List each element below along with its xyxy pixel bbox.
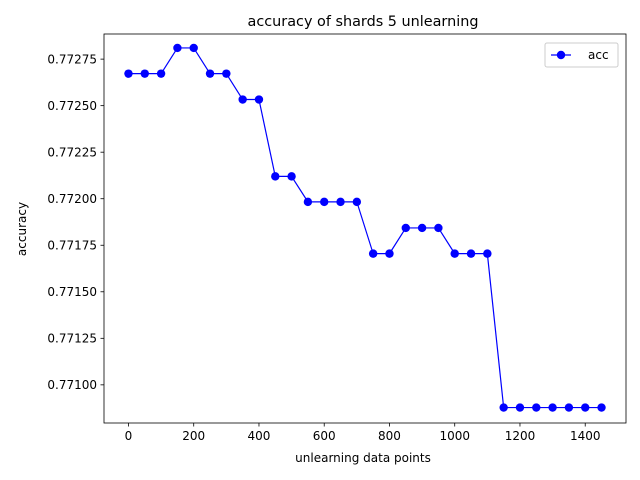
legend: acc	[544, 42, 619, 68]
data-point	[238, 95, 247, 104]
data-point	[368, 249, 378, 258]
data-point	[450, 249, 459, 258]
x-tick-label: 1000	[439, 429, 470, 443]
data-point	[205, 69, 215, 78]
x-axis-ticks: 0 200 400 600 800 1000 1200 1400	[125, 423, 601, 443]
data-point	[385, 249, 394, 258]
data-point	[124, 69, 133, 78]
data-point	[271, 172, 280, 181]
series-layer	[124, 43, 606, 412]
chart-title: accuracy of shards 5 unlearning	[248, 14, 479, 30]
data-point	[140, 69, 149, 78]
y-tick-label: 0.77175	[47, 239, 97, 253]
data-point	[581, 403, 590, 412]
data-point	[287, 172, 296, 181]
data-point	[303, 197, 313, 207]
data-point	[336, 197, 345, 207]
x-tick-label: 0	[125, 429, 133, 443]
data-point	[173, 43, 182, 53]
data-point	[499, 403, 508, 412]
data-point	[417, 223, 427, 233]
y-axis-ticks: 0.77100 0.77125 0.77150 0.77175 0.77200 0.772…	[47, 52, 104, 392]
data-point	[532, 403, 541, 412]
y-tick-label: 0.77225	[47, 145, 97, 159]
data-point	[515, 403, 525, 412]
x-tick-label: 1400	[570, 429, 601, 443]
legend-label-acc: acc	[588, 48, 609, 62]
data-point	[254, 95, 264, 104]
data-point	[483, 249, 492, 258]
y-tick-label: 0.77125	[47, 332, 97, 346]
legend-marker-acc	[556, 50, 566, 60]
x-tick-label: 1200	[505, 429, 536, 443]
x-tick-label: 800	[378, 429, 401, 443]
x-tick-label: 200	[182, 429, 205, 443]
x-axis-label: unlearning data points	[295, 451, 431, 465]
data-point	[466, 249, 476, 258]
y-tick-label: 0.77100	[47, 378, 97, 392]
x-tick-label: 600	[313, 429, 336, 443]
data-point	[597, 403, 606, 412]
y-axis-label: accuracy	[15, 202, 29, 256]
data-point	[320, 197, 329, 207]
legend-box	[544, 42, 619, 68]
y-tick-label: 0.77150	[47, 285, 97, 299]
data-point	[401, 223, 410, 233]
data-point	[434, 223, 443, 233]
data-point	[548, 403, 557, 412]
data-point	[222, 69, 231, 78]
y-tick-label: 0.77275	[47, 52, 97, 66]
data-point	[156, 69, 166, 78]
y-tick-label: 0.77200	[47, 192, 97, 206]
data-point	[352, 197, 362, 207]
y-tick-label: 0.77250	[47, 99, 97, 113]
x-tick-label: 400	[248, 429, 271, 443]
data-point	[564, 403, 574, 412]
data-point	[189, 43, 198, 53]
plot-frame	[103, 33, 627, 424]
